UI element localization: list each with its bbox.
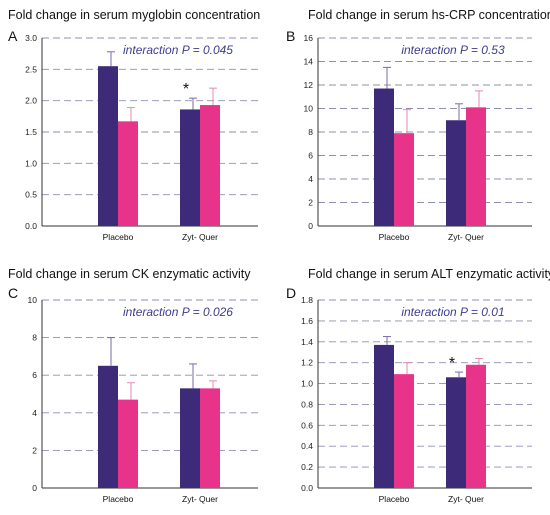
panel-d-ytick-label: 1.8 xyxy=(301,295,313,305)
panel-b-letter: B xyxy=(286,28,295,44)
panel-a-title: Fold change in serum myglobin concentrat… xyxy=(8,8,260,22)
panel-b-ytick-label: 12 xyxy=(304,80,314,90)
panel-d-category-label: Placebo xyxy=(379,494,410,504)
panel-a-letter: A xyxy=(8,28,18,44)
panel-a-category-label: Zyt- Quer xyxy=(182,232,218,242)
panel-c-ytick-label: 6 xyxy=(32,370,37,380)
panel-c-ytick-label: 10 xyxy=(28,295,38,305)
panel-c-ytick-label: 0 xyxy=(32,483,37,493)
panel-d-bar xyxy=(466,364,486,488)
panel-a-ytick-label: 2.0 xyxy=(25,96,37,106)
panel-d-ytick-label: 0.6 xyxy=(301,420,313,430)
panel-d-category-label: Zyt- Quer xyxy=(448,494,484,504)
panel-b-interaction-annotation: interaction P = 0.53 xyxy=(401,43,505,57)
panel-c-bar xyxy=(98,365,118,488)
panel-c-bar xyxy=(118,399,138,488)
panel-a-bar xyxy=(200,105,220,226)
panel-a-ytick-label: 1.5 xyxy=(25,127,37,137)
panel-d-significance-star: * xyxy=(449,355,455,372)
panel-d-ytick-label: 0.0 xyxy=(301,483,313,493)
panel-d-ytick-label: 1.0 xyxy=(301,379,313,389)
panel-a-ytick-label: 1.0 xyxy=(25,158,37,168)
panel-d-ytick-label: 0.8 xyxy=(301,399,313,409)
panel-b-ytick-label: 10 xyxy=(304,104,314,114)
panel-b-ytick-label: 16 xyxy=(304,33,314,43)
panel-d-bar xyxy=(446,377,466,488)
panel-b-bar xyxy=(374,88,394,227)
panel-c-bar xyxy=(200,388,220,488)
panel-a-ytick-label: 2.5 xyxy=(25,64,37,74)
panel-b-bar xyxy=(394,133,414,226)
panel-b-ytick-label: 14 xyxy=(304,57,314,67)
panel-b-ytick-label: 8 xyxy=(308,127,313,137)
panel-a-category-label: Placebo xyxy=(103,232,134,242)
panel-c-ytick-label: 4 xyxy=(32,408,37,418)
panel-b-ytick-label: 6 xyxy=(308,151,313,161)
panel-c-letter: C xyxy=(8,285,18,301)
panel-c-bar xyxy=(180,388,200,488)
panel-a-ytick-label: 3.0 xyxy=(25,33,37,43)
panel-c-title: Fold change in serum CK enzymatic activi… xyxy=(8,267,251,281)
panel-d-ytick-label: 1.6 xyxy=(301,316,313,326)
panel-b-ytick-label: 4 xyxy=(308,174,313,184)
panel-a-ytick-label: 0.5 xyxy=(25,190,37,200)
panel-b-ytick-label: 2 xyxy=(308,198,313,208)
panel-b-ytick-label: 0 xyxy=(308,221,313,231)
panel-c-ytick-label: 2 xyxy=(32,445,37,455)
panel-a-bar xyxy=(98,66,118,226)
panel-c-category-label: Zyt- Quer xyxy=(182,494,218,504)
panel-d-title: Fold change in serum ALT enzymatic activ… xyxy=(308,267,550,281)
panel-a-bar xyxy=(180,109,200,226)
panel-d-ytick-label: 1.4 xyxy=(301,337,313,347)
panel-a-interaction-annotation: interaction P = 0.045 xyxy=(123,43,233,57)
panel-c-ytick-label: 8 xyxy=(32,333,37,343)
panel-a-bar xyxy=(118,121,138,226)
panel-d-interaction-annotation: interaction P = 0.01 xyxy=(401,305,504,319)
panel-b-category-label: Zyt- Quer xyxy=(448,232,484,242)
panel-a-ytick-label: 0.0 xyxy=(25,221,37,231)
panel-b-title: Fold change in serum hs-CRP concentratio… xyxy=(308,8,550,22)
panel-d-ytick-label: 0.2 xyxy=(301,462,313,472)
panel-b-bar xyxy=(466,107,486,226)
panel-a-significance-star: * xyxy=(183,81,189,98)
panel-d-bar xyxy=(394,374,414,488)
panel-d-ytick-label: 1.2 xyxy=(301,358,313,368)
panel-b-bar xyxy=(446,120,466,226)
panel-c-interaction-annotation: interaction P = 0.026 xyxy=(123,305,233,319)
panel-b-category-label: Placebo xyxy=(379,232,410,242)
panel-c-category-label: Placebo xyxy=(103,494,134,504)
panel-d-ytick-label: 0.4 xyxy=(301,441,313,451)
panel-d-letter: D xyxy=(286,285,296,301)
panel-d-bar xyxy=(374,344,394,488)
